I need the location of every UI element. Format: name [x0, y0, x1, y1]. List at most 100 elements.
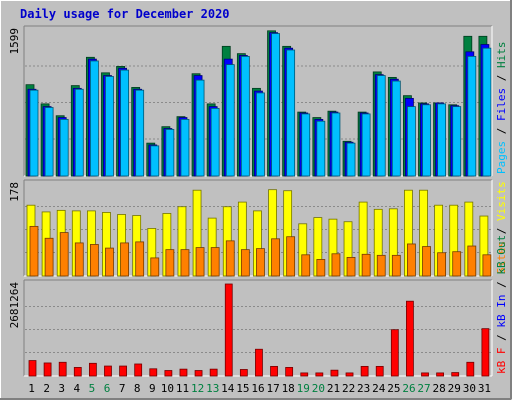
- legend-sites: Sites: [495, 241, 508, 274]
- top-bar-pages: [180, 118, 190, 177]
- bottom-bar-kbf: [134, 363, 143, 377]
- legend-separator: /: [495, 68, 508, 88]
- middle-bar-sites: [467, 245, 477, 277]
- bottom-bar-kbf: [466, 361, 475, 377]
- legend-kbf: kB F: [495, 348, 508, 375]
- bottom-bar-kbf: [300, 372, 309, 377]
- top-bar-pages: [316, 120, 326, 177]
- day-label: 12: [191, 382, 204, 395]
- bottom-bar-kbf: [28, 360, 37, 377]
- bottom-bar-kbf: [88, 362, 97, 377]
- bottom-bar-kbf: [270, 365, 278, 377]
- top-bar-pages: [361, 113, 371, 177]
- bottom-bar-kbf: [481, 328, 490, 377]
- bottom-bar-kbf: [375, 365, 384, 377]
- middle-bar-sites: [89, 244, 99, 277]
- bottom-bar-kbf: [149, 368, 158, 377]
- middle-bar-sites: [452, 251, 462, 277]
- middle-bar-sites: [225, 240, 235, 277]
- day-label: 18: [282, 382, 295, 395]
- legend-separator: /: [495, 221, 508, 241]
- middle-bar-sites: [286, 236, 296, 277]
- bottom-bar-kbf: [224, 283, 233, 377]
- middle-bar-sites: [210, 247, 220, 277]
- bottom-bar-kbf: [239, 369, 248, 377]
- bottom-bar-kbf: [194, 370, 203, 377]
- top-ymax-label: 1599: [8, 28, 21, 55]
- middle-bar-sites: [331, 253, 341, 277]
- legend-separator: /: [495, 121, 508, 141]
- middle-bar-sites: [150, 257, 160, 277]
- bottom-bar-kbf: [43, 362, 52, 377]
- bottom-bar-kbf: [209, 368, 218, 377]
- day-label: 14: [221, 382, 235, 395]
- bottom-legend: kB F / kB In / kB Out: [495, 235, 508, 374]
- chart-title: Daily usage for December 2020: [20, 7, 230, 21]
- top-bar-pages: [376, 75, 386, 177]
- bottom-bar-kbf: [390, 329, 399, 377]
- middle-bar-sites: [59, 232, 69, 277]
- day-label: 16: [251, 382, 264, 395]
- top-bar-pages: [150, 145, 160, 177]
- top-bar-pages: [89, 60, 99, 177]
- top-bar-pages: [256, 92, 265, 177]
- top-bar-pages: [29, 89, 39, 177]
- day-label: 4: [74, 382, 81, 395]
- legend-kbin: kB In: [495, 295, 508, 328]
- top-bar-pages: [407, 106, 416, 177]
- day-label: 23: [357, 382, 370, 395]
- day-label: 28: [433, 382, 446, 395]
- bottom-bar-kbf: [285, 367, 294, 377]
- middle-bar-sites: [301, 254, 311, 277]
- day-label: 3: [58, 382, 65, 395]
- day-label: 13: [206, 382, 219, 395]
- middle-ymax-label: 178: [8, 182, 21, 202]
- middle-bar-sites: [316, 259, 326, 277]
- bottom-bar-kbf: [330, 369, 339, 377]
- bottom-bar-kbf: [104, 365, 112, 377]
- top-bar-pages: [391, 80, 401, 177]
- day-label: 5: [89, 382, 96, 395]
- middle-bar-sites: [376, 254, 386, 277]
- top-bar-pages: [346, 142, 356, 177]
- middle-bar-sites: [44, 237, 54, 277]
- bottom-bar-kbf: [315, 372, 324, 377]
- day-label: 21: [327, 382, 340, 395]
- bottom-bar-kbf: [164, 370, 173, 377]
- bottom-bar-kbf: [406, 300, 414, 377]
- bottom-bar-kbf: [119, 365, 127, 377]
- top-bar-pages: [165, 129, 175, 177]
- middle-bar-sites: [240, 249, 250, 277]
- top-bar-pages: [331, 112, 341, 177]
- day-label: 7: [119, 382, 126, 395]
- top-bar-pages: [195, 79, 205, 177]
- middle-bar-sites: [74, 242, 84, 277]
- middle-bar-sites: [29, 225, 39, 277]
- top-bar-pages: [74, 88, 84, 177]
- day-label: 24: [372, 382, 386, 395]
- top-bar-pages: [210, 108, 220, 177]
- top-bar-pages: [301, 113, 311, 177]
- bottom-bar-kbf: [436, 372, 445, 377]
- bottom-bar-kbf: [345, 372, 354, 377]
- legend-separator: /: [495, 275, 508, 295]
- top-bar-pages: [44, 107, 54, 177]
- top-bar-pages: [120, 69, 129, 177]
- middle-bar-sites: [482, 254, 492, 277]
- middle-bar-sites: [120, 242, 129, 277]
- middle-bar-sites: [407, 243, 416, 277]
- day-label: 25: [387, 382, 400, 395]
- top-bar-pages: [286, 49, 296, 177]
- day-label: 19: [297, 382, 310, 395]
- middle-legend: Sites / Visits: [495, 181, 508, 274]
- middle-bar-sites: [422, 246, 431, 277]
- day-label: 17: [266, 382, 279, 395]
- day-label: 20: [312, 382, 325, 395]
- middle-bar-sites: [346, 256, 356, 277]
- day-label: 1: [28, 382, 35, 395]
- bottom-ymax-label: 2681264: [8, 282, 21, 329]
- day-label: 29: [448, 382, 461, 395]
- middle-bar-sites: [361, 253, 371, 277]
- day-label: 15: [236, 382, 249, 395]
